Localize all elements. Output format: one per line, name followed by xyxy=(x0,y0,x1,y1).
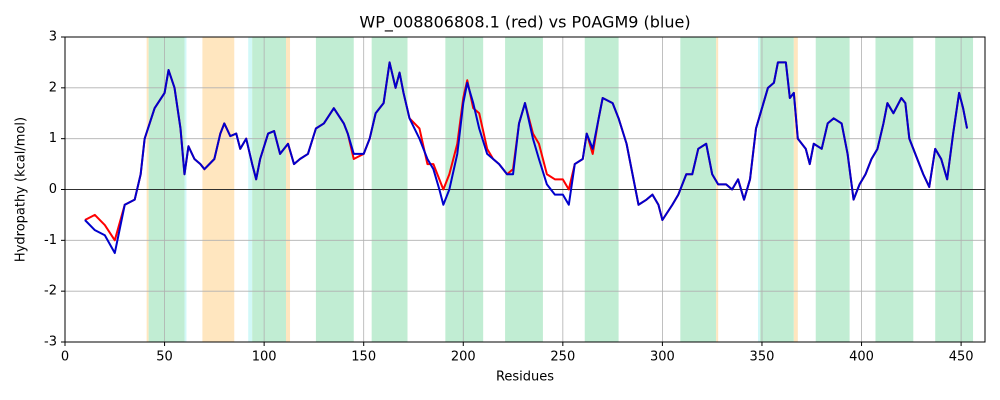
x-tick-label: 150 xyxy=(351,350,376,365)
x-tick-label: 250 xyxy=(550,350,575,365)
y-tick-label: 1 xyxy=(49,131,57,146)
axes: 0 50 100 150 200 250 300 350 400 450 -3 -2 -1 0 1 2 3 xyxy=(44,30,986,365)
y-axis-label: Hydropathy (kcal/mol) xyxy=(14,117,29,262)
y-tick-label: -1 xyxy=(44,233,57,248)
x-tick-label: 100 xyxy=(252,350,277,365)
plot-frame xyxy=(64,36,986,343)
x-tick-label: 0 xyxy=(61,350,69,365)
y-tick-label: -2 xyxy=(44,284,57,299)
x-tick-label: 200 xyxy=(451,350,476,365)
y-tick-label: 0 xyxy=(49,182,57,197)
y-tick-label: -3 xyxy=(44,335,57,350)
y-tick-label: 3 xyxy=(49,30,57,45)
x-tick-label: 450 xyxy=(949,350,974,365)
x-tick-label: 300 xyxy=(650,350,675,365)
y-tick-label: 2 xyxy=(49,80,57,95)
x-tick-label: 50 xyxy=(156,350,173,365)
x-tick-label: 350 xyxy=(750,350,775,365)
series-line xyxy=(84,61,969,255)
chart-title: WP_008806808.1 (red) vs P0AGM9 (blue) xyxy=(359,13,690,33)
x-tick-label: 400 xyxy=(849,350,874,365)
lines xyxy=(84,61,969,255)
x-axis-label: Residues xyxy=(496,370,554,385)
